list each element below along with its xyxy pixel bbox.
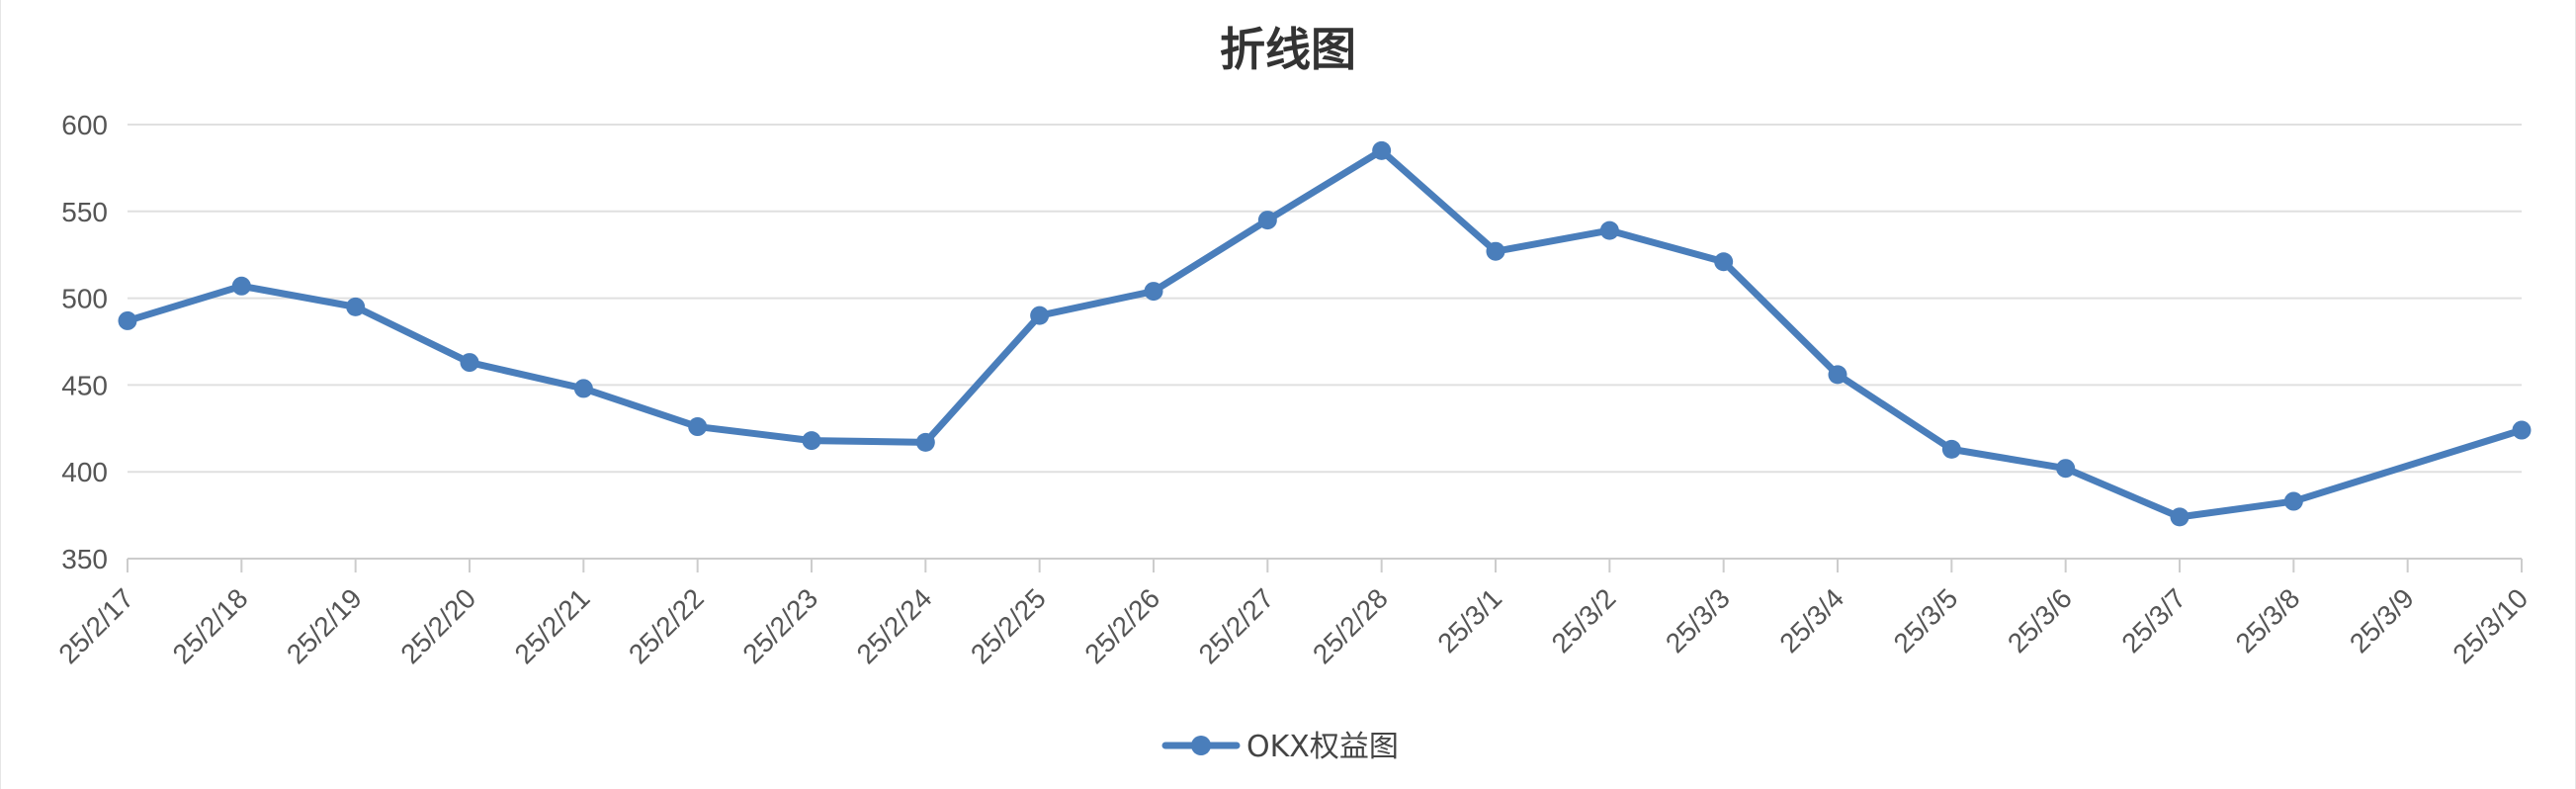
series-line [124,146,2526,521]
y-tick-label: 550 [61,197,108,227]
data-point[interactable] [2512,420,2532,440]
legend-label: OKX权益图 [1246,730,1399,764]
x-tick-label: 25/2/19 [281,582,368,669]
data-point[interactable] [460,353,479,373]
x-tick-label: 25/2/25 [965,582,1052,669]
data-point[interactable] [688,417,708,437]
x-tick-label: 25/3/4 [1773,582,1849,658]
data-point[interactable] [1714,252,1734,272]
x-tick-label: 25/3/6 [2002,582,2078,658]
data-point[interactable] [346,297,366,316]
data-point[interactable] [802,431,821,451]
x-tick-label: 25/2/24 [851,582,938,669]
data-point[interactable] [1257,211,1277,230]
data-point[interactable] [118,310,137,330]
data-point[interactable] [1599,220,1619,240]
x-axis [127,558,2523,572]
x-tick-label: 25/2/28 [1307,582,1394,669]
data-point[interactable] [1030,306,1050,325]
x-tick-label: 25/2/27 [1193,582,1280,669]
x-tick-label: 25/2/22 [623,582,710,669]
y-tick-label: 600 [61,110,108,140]
x-tick-label: 25/3/3 [1660,582,1736,658]
x-tick-label: 25/3/9 [2344,582,2420,658]
data-point[interactable] [1828,365,1847,385]
data-point[interactable] [2283,491,2303,511]
x-tick-label: 25/3/7 [2115,582,2191,658]
x-tick-label: 25/2/21 [509,582,596,669]
x-tick-label: 25/2/18 [167,582,254,669]
data-point[interactable] [2056,459,2076,479]
data-point[interactable] [573,379,593,398]
x-tick-label: 25/3/5 [1888,582,1964,658]
grid-lines [128,124,2522,474]
y-tick-label: 400 [61,457,108,487]
y-tick-label: 350 [61,544,108,574]
x-tick-label: 25/3/8 [2230,582,2306,658]
x-tick-label: 25/3/2 [1546,582,1622,658]
data-point[interactable] [1144,282,1163,302]
data-point[interactable] [2170,507,2190,527]
series-layer [118,140,2532,527]
y-tick-label: 500 [61,284,108,314]
data-point[interactable] [231,276,251,296]
x-tick-label: 25/2/20 [394,582,481,669]
x-tick-label: 25/3/10 [2447,582,2533,669]
legend[interactable]: OKX权益图 [1161,730,1399,764]
x-axis-tick-labels: 25/2/17 25/2/18 25/2/19 25/2/20 25/2/21 25/2/… [52,582,2533,669]
y-tick-label: 450 [61,370,108,400]
data-point[interactable] [1486,241,1505,261]
data-point[interactable] [1372,140,1392,160]
y-axis-tick-labels: 350 400 450 500 550 600 [61,110,108,574]
data-point[interactable] [1941,439,1961,459]
x-tick-label: 25/3/1 [1431,582,1507,658]
data-point[interactable] [915,432,935,452]
x-tick-label: 25/2/26 [1078,582,1165,669]
x-tick-label: 25/2/23 [736,582,823,669]
legend-marker [1191,736,1211,755]
x-tick-label: 25/2/17 [52,582,139,669]
chart-title: 折线图 [1220,23,1356,76]
